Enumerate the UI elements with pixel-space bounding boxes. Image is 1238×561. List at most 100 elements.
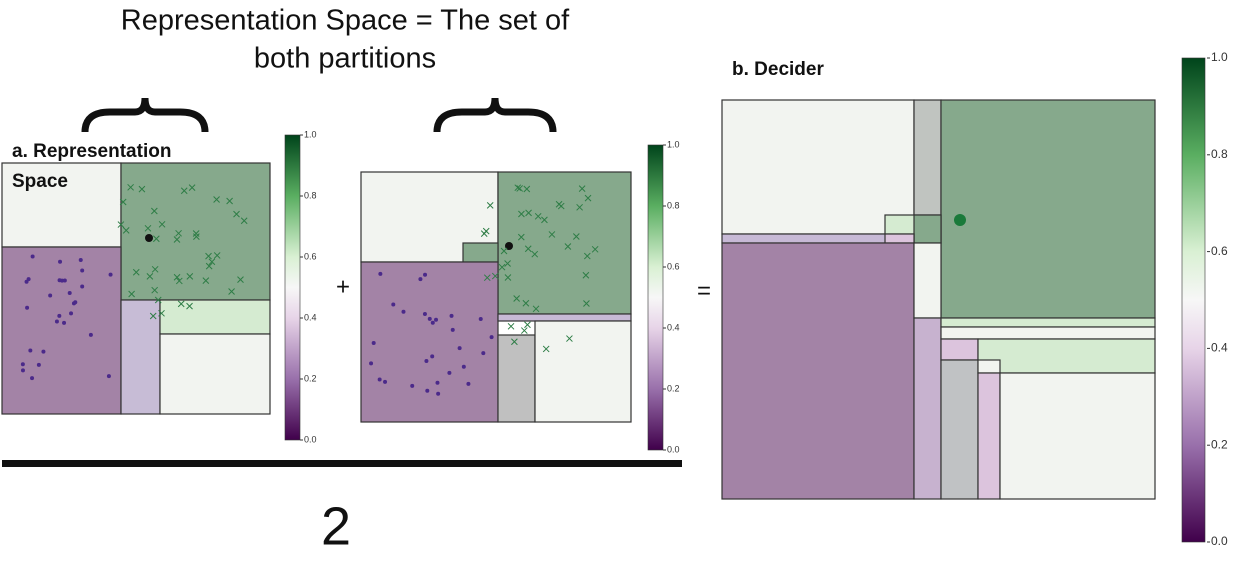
point — [122, 226, 130, 234]
point — [213, 196, 220, 203]
point — [489, 335, 494, 340]
point — [520, 327, 528, 334]
partition-a — [1, 162, 271, 415]
point — [466, 381, 471, 386]
colorbar-label: 0.2 — [1211, 437, 1228, 451]
point — [576, 203, 583, 211]
point — [69, 311, 74, 316]
panel-label: b. Decider — [732, 59, 824, 80]
point — [106, 374, 111, 379]
point — [447, 370, 452, 375]
point — [583, 300, 590, 307]
point — [73, 300, 78, 305]
point — [57, 313, 62, 318]
point — [154, 296, 162, 304]
point — [186, 302, 193, 310]
point — [80, 284, 85, 289]
point — [30, 376, 35, 381]
point — [108, 272, 113, 277]
point — [522, 299, 530, 307]
point — [228, 288, 235, 295]
point — [401, 309, 406, 314]
plus: + — [336, 273, 350, 300]
point — [531, 250, 539, 258]
point — [78, 257, 83, 262]
point — [188, 184, 196, 192]
point — [240, 217, 248, 225]
point — [117, 221, 125, 228]
point — [41, 349, 46, 354]
point — [30, 254, 35, 259]
point — [524, 321, 531, 329]
panel-label: Space — [12, 171, 68, 192]
point — [208, 258, 216, 266]
point — [158, 309, 165, 317]
colorbar-label: 0.6 — [1211, 244, 1228, 258]
point — [572, 233, 580, 240]
point — [25, 305, 30, 310]
point — [566, 335, 573, 342]
point — [20, 362, 25, 367]
point — [525, 209, 532, 217]
brace — [81, 97, 209, 133]
query-point — [954, 214, 966, 226]
point — [424, 359, 429, 364]
point — [371, 341, 376, 346]
point — [127, 183, 134, 191]
point — [186, 273, 194, 280]
point — [151, 265, 159, 273]
point — [461, 364, 466, 369]
colorbar — [647, 144, 664, 451]
point — [67, 290, 72, 295]
point — [504, 260, 511, 267]
point — [511, 338, 518, 346]
colorbar-label: 0.0 — [667, 444, 680, 454]
point — [514, 184, 522, 192]
point — [60, 278, 65, 283]
point — [175, 277, 183, 285]
point — [578, 185, 586, 192]
point — [430, 320, 435, 325]
point — [173, 236, 181, 243]
point — [369, 361, 374, 366]
point — [430, 354, 435, 359]
brace — [433, 97, 557, 133]
point — [378, 271, 383, 276]
point — [524, 245, 532, 253]
point — [517, 233, 525, 241]
point — [158, 220, 166, 228]
point — [532, 305, 540, 313]
colorbar — [284, 134, 301, 441]
point — [391, 302, 396, 307]
point — [584, 194, 592, 202]
point — [486, 202, 494, 209]
colorbar-label: 0.2 — [304, 373, 317, 383]
point — [449, 313, 454, 318]
point — [54, 319, 59, 324]
point — [202, 277, 210, 285]
point — [541, 216, 548, 224]
point — [48, 293, 53, 298]
point — [88, 332, 93, 337]
point — [237, 276, 244, 283]
equals: = — [697, 277, 711, 304]
point — [383, 379, 388, 384]
colorbar-label: 0.4 — [304, 312, 317, 322]
query-point — [145, 234, 153, 242]
point — [504, 274, 512, 281]
point — [20, 368, 25, 373]
point — [516, 185, 524, 192]
point — [478, 317, 483, 322]
title-line: Representation Space = The set of — [121, 5, 570, 37]
point — [150, 207, 158, 215]
colorbar-label: 1.0 — [304, 129, 317, 139]
point — [481, 351, 486, 356]
point — [173, 273, 181, 281]
point — [498, 263, 506, 271]
decider-partition — [721, 99, 1156, 500]
point — [233, 210, 240, 218]
point — [26, 277, 31, 282]
point — [457, 346, 462, 351]
colorbar-label: 0.4 — [1211, 341, 1228, 355]
